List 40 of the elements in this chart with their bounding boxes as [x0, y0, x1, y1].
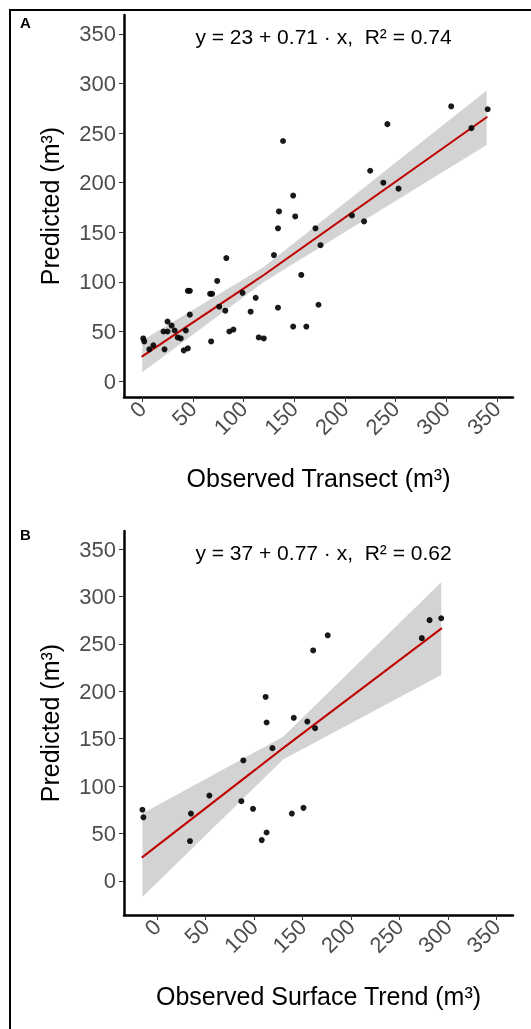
x-axis-title: Observed Transect (m³) [186, 463, 451, 492]
y-tick-label: 0 [103, 368, 116, 394]
y-tick-label: 50 [91, 820, 116, 846]
x-tick-label: 50 [166, 396, 202, 432]
y-tick-label: 0 [103, 868, 116, 894]
x-tick-label: 0 [124, 396, 152, 423]
x-tick-label: 350 [461, 914, 506, 958]
y-tick-label: 150 [79, 219, 116, 245]
x-tick-label: 200 [310, 396, 354, 440]
y-tick-label: 300 [79, 70, 116, 96]
chart-title: B [20, 526, 31, 543]
x-tick-label: 0 [139, 914, 166, 941]
chart-title: A [20, 14, 31, 31]
x-tick-label: 200 [316, 914, 360, 958]
x-tick-label: 300 [413, 914, 457, 958]
x-tick-label: 350 [462, 396, 506, 440]
y-tick-label: 100 [79, 269, 116, 295]
y-tick-label: 100 [79, 773, 116, 799]
y-tick-label: 150 [79, 726, 116, 752]
y-tick-label: 250 [79, 120, 116, 146]
y-tick-label: 200 [79, 678, 116, 704]
x-axis-title: Observed Surface Trend (m³) [155, 981, 482, 1010]
x-tick-label: 300 [411, 396, 455, 440]
x-tick-label: 150 [259, 396, 304, 440]
y-tick-label: 200 [79, 170, 116, 196]
y-tick-label: 250 [79, 631, 116, 657]
y-tick-label: 50 [91, 319, 116, 345]
x-tick-label: 50 [179, 914, 215, 950]
y-axis-title: Predicted (m³) [35, 643, 64, 803]
y-tick-label: 350 [79, 536, 116, 562]
y-tick-label: 300 [79, 583, 116, 609]
x-tick-label: 150 [267, 914, 312, 958]
x-tick-label: 250 [360, 396, 405, 440]
y-tick-label: 350 [79, 21, 116, 47]
x-tick-label: 250 [364, 914, 409, 958]
y-axis-title: Predicted (m³) [35, 126, 64, 286]
x-tick-label: 100 [219, 914, 263, 958]
annotation: y = 23 + 0.71 · x, R² = 0.74 [195, 25, 452, 48]
x-tick-label: 100 [208, 396, 253, 440]
annotation: y = 37 + 0.77 · x, R² = 0.62 [195, 541, 452, 564]
